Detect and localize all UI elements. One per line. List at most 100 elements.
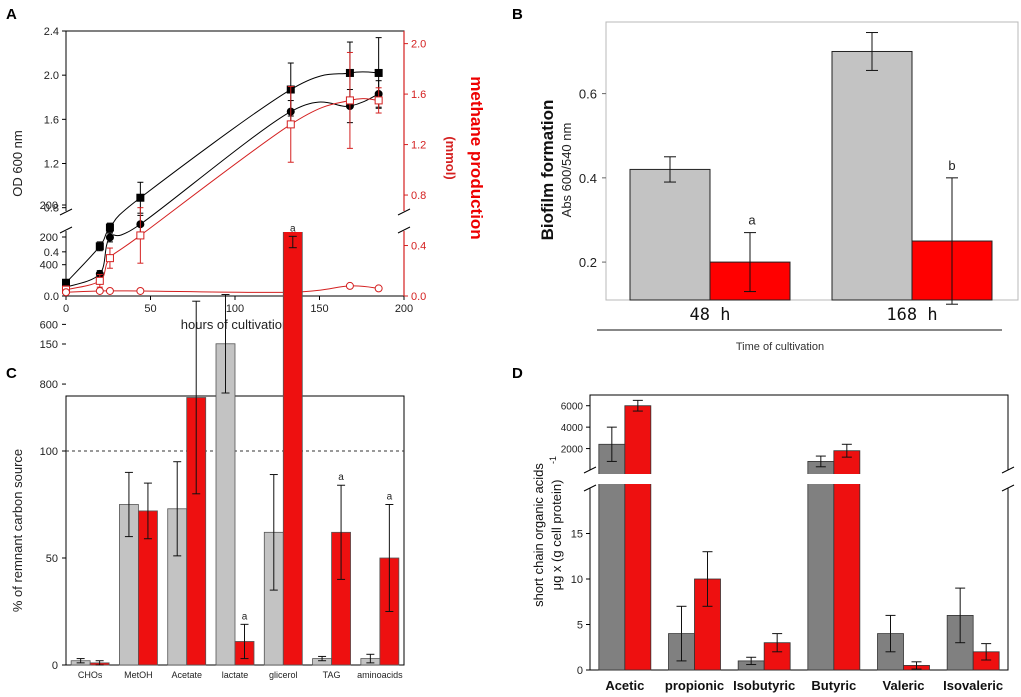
panel-letter-a: A — [6, 6, 17, 23]
panel-d-break-gap-left — [582, 470, 598, 488]
panel-c-y-tick-label: 0 — [52, 660, 58, 672]
panel-c-bar-break — [282, 210, 304, 232]
panel-b-bar — [831, 50, 913, 301]
panel-a-data-point — [95, 242, 104, 251]
panel-d-frame — [589, 394, 1009, 671]
panel-c-category-label: aminoacids — [357, 670, 403, 680]
panel-d-bar — [624, 405, 652, 671]
panel-c-break-mark-right — [397, 208, 411, 216]
panel-d-break-mark-right — [1001, 466, 1015, 474]
panel-c-y-tick-label: 800 — [40, 379, 58, 391]
panel-a-x-tick-label: 150 — [310, 303, 328, 315]
panel-d-break-mark-left — [583, 466, 597, 474]
panel-c-y-tick-label: 600 — [40, 319, 58, 331]
panel-a-y2-tick-label: 1.6 — [411, 89, 426, 101]
panel-c-annotation: a — [338, 472, 344, 483]
panel-a-x-tick-label: 50 — [144, 303, 156, 315]
panel-a-y-tick-label: 2.0 — [44, 70, 59, 82]
panel-a-data-point — [374, 284, 383, 293]
panel-c-category-label: TAG — [323, 670, 341, 680]
panel-a-data-point — [374, 96, 383, 105]
panel-a-y-axis-label: OD 600 nm — [10, 130, 25, 196]
panel-a-y-tick-label: 2.4 — [44, 26, 59, 38]
panel-letter-b: B — [512, 6, 523, 23]
panel-a-data-point — [345, 281, 354, 290]
panel-d-category-label: Butyric — [811, 678, 856, 693]
panel-d-break-mark-right — [1001, 484, 1015, 492]
panel-c-y-tick-label: 150 — [40, 339, 58, 351]
panel-a-y-tick-label: 1.6 — [44, 114, 59, 126]
panel-a-x-axis-label: hours of cultivation — [181, 317, 289, 332]
panel-a-data-point — [286, 120, 295, 129]
panel-c-bar-chart: 0 50 100 150 200 200 400 600 800 a a a a CHOs MetOH Ace… — [10, 200, 412, 680]
panel-c-y-tick-label: 100 — [40, 446, 58, 458]
panel-a-data-point — [105, 223, 114, 232]
panel-d-y-tick-label: 15 — [571, 529, 583, 541]
panel-d-bar — [833, 450, 861, 671]
panel-c-category-label: MetOH — [124, 670, 153, 680]
panel-c-category-label: lactate — [222, 670, 249, 680]
panel-d-y-axis-superscript: -1 — [548, 456, 558, 464]
panel-d-category-label: Valeric — [883, 678, 925, 693]
panel-b-bar-chart: 0.2 0.4 0.6 a b 48 h 168 h Time of cultivation B… — [538, 21, 1019, 353]
panel-b-y-tick-label: 0.6 — [579, 87, 597, 102]
panel-a-data-point — [136, 193, 145, 202]
panel-d-category-label: Isobutyric — [733, 678, 795, 693]
panel-c-break-mark-left — [59, 226, 73, 234]
panel-c-break-gap-right — [396, 211, 412, 231]
panel-a-data-point — [136, 286, 145, 295]
panel-c-bar-break — [215, 210, 236, 232]
panel-d-y-tick-label: 5 — [577, 620, 583, 632]
panel-c-break-mark-right — [397, 226, 411, 234]
panel-c-annotation: a — [387, 492, 393, 503]
panel-c-y-tick-label: 200 — [40, 200, 58, 212]
panel-c-y-tick-label: 50 — [46, 553, 58, 565]
panel-d-y-tick-label: 0 — [577, 665, 583, 677]
panel-b-y-axis-title: Biofilm formation — [538, 100, 557, 241]
panel-d-y-tick-label: 6000 — [561, 402, 584, 413]
panel-b-bar — [629, 168, 711, 301]
panel-a-y2-axis-title: methane production — [467, 76, 486, 239]
panel-a-data-point — [105, 254, 114, 263]
panel-a-y2-tick-label: 0.0 — [411, 291, 426, 303]
panel-c-category-label: CHOs — [78, 670, 103, 680]
panel-c-annotation: a — [290, 223, 296, 234]
panel-a-data-point — [136, 231, 145, 240]
panel-a-y2-tick-label: 0.8 — [411, 190, 426, 202]
panel-a-data-point — [95, 276, 104, 285]
panel-d-bar-chart: 0 5 10 15 2000 4000 6000 Acetic propionic Isobuty… — [531, 394, 1016, 693]
panel-a-y-tick-label: 0.0 — [44, 291, 59, 303]
panel-b-annotation: a — [748, 213, 756, 228]
panel-d-y-tick-label: 2000 — [561, 445, 584, 456]
panel-d-category-label: Acetic — [605, 678, 644, 693]
panel-c-y-tick-label: 400 — [40, 260, 58, 272]
panel-a-x-tick-label: 100 — [226, 303, 244, 315]
panel-letter-d: D — [512, 365, 523, 382]
panel-a-y2-tick-label: 2.0 — [411, 39, 426, 51]
panel-a-y2-tick-label: 1.2 — [411, 140, 426, 152]
panel-a-y-tick-label: 1.2 — [44, 159, 59, 171]
panel-a-x-tick-label: 200 — [395, 303, 413, 315]
panel-a-x-tick-label: 0 — [63, 303, 69, 315]
panel-d-y-tick-label: 4000 — [561, 423, 584, 434]
panel-a-y2-axis-units: (mmol) — [443, 136, 458, 179]
panel-d-bar-break — [597, 474, 652, 484]
panel-b-y-axis-subtitle: Abs 600/540 nm — [559, 123, 574, 218]
panel-a-data-point — [95, 286, 104, 295]
panel-c-annotation: a — [242, 611, 248, 622]
panel-d-y-axis-title: short chain organic acids — [531, 463, 546, 607]
panel-b-y-tick-label: 0.4 — [579, 171, 597, 186]
panel-a-line-chart: 0 50 100 150 2000.00.40.81.21.62.02.40.00.40… — [10, 26, 486, 332]
panel-b-x-axis-label: Time of cultivation — [736, 341, 824, 353]
panel-a-data-point — [374, 68, 383, 77]
panel-d-category-label: propionic — [665, 678, 724, 693]
panel-d-category-label: Isovaleric — [943, 678, 1003, 693]
panel-c-break-mark-left — [59, 208, 73, 216]
panel-c-y-axis-label: % of remnant carbon source — [10, 449, 25, 612]
panel-d-y-tick-label: 10 — [571, 574, 583, 586]
panel-a-data-point — [105, 286, 114, 295]
panel-a-y2-tick-label: 0.4 — [411, 241, 426, 253]
panel-d-break-mark-left — [583, 484, 597, 492]
panel-a-data-point — [105, 233, 114, 242]
